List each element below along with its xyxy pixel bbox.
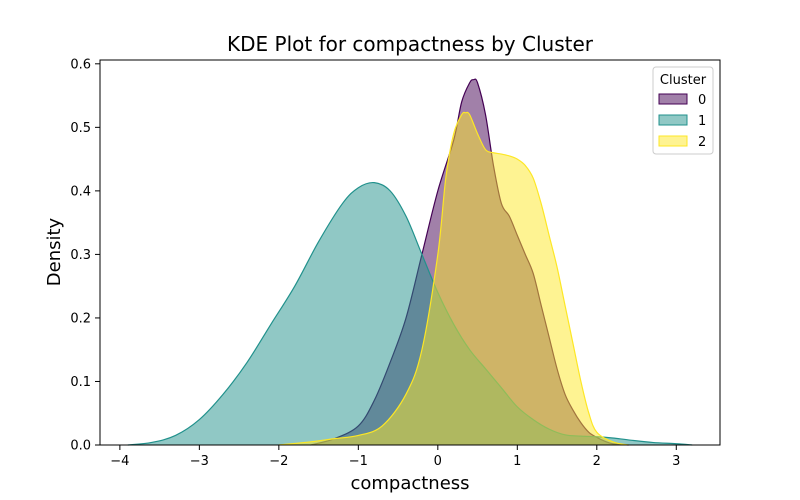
kde-area-cluster-2 [278, 112, 629, 445]
y-tick-label: 0.3 [70, 248, 91, 263]
kde-line-cluster-2 [278, 111, 629, 446]
x-tick-label: −1 [349, 454, 368, 469]
x-axis-label: compactness [350, 473, 469, 494]
y-axis-label: Density [44, 217, 65, 286]
y-tick-label: 0.4 [70, 184, 91, 199]
legend-box [652, 66, 714, 155]
x-tick-label: −4 [110, 454, 129, 469]
kde-area-cluster-1 [127, 182, 693, 445]
y-axis-ticks: 0.0 0.1 0.2 0.3 0.4 0.5 0.6 [70, 57, 100, 454]
x-tick-label: 3 [672, 454, 680, 469]
legend-label-cluster-0: 0 [698, 93, 706, 108]
x-tick-label: −3 [190, 454, 209, 469]
y-tick-label: 0.6 [70, 57, 91, 72]
legend-items: 0 1 2 [658, 93, 706, 150]
legend: Cluster 0 1 2 [652, 66, 714, 155]
legend-swatch-cluster-0 [658, 93, 688, 105]
x-axis-ticks: −4 −3 −2 −1 0 1 2 3 [110, 445, 680, 469]
x-tick-label: 0 [434, 454, 442, 469]
x-tick-label: −2 [269, 454, 288, 469]
chart-title: KDE Plot for compactness by Cluster [227, 32, 594, 56]
plot-frame [99, 59, 721, 446]
y-tick-label: 0.1 [70, 375, 91, 390]
legend-label-cluster-2: 2 [698, 135, 706, 150]
legend-swatch-cluster-2 [658, 135, 688, 147]
x-tick-label: 1 [513, 454, 521, 469]
legend-swatch-cluster-1 [658, 114, 688, 126]
y-tick-label: 0.5 [70, 121, 91, 136]
legend-label-cluster-1: 1 [698, 114, 706, 129]
x-tick-label: 2 [593, 454, 601, 469]
series-areas [127, 78, 693, 446]
y-tick-label: 0.2 [70, 311, 91, 326]
y-tick-label: 0.0 [70, 439, 91, 454]
legend-title: Cluster [660, 73, 707, 88]
